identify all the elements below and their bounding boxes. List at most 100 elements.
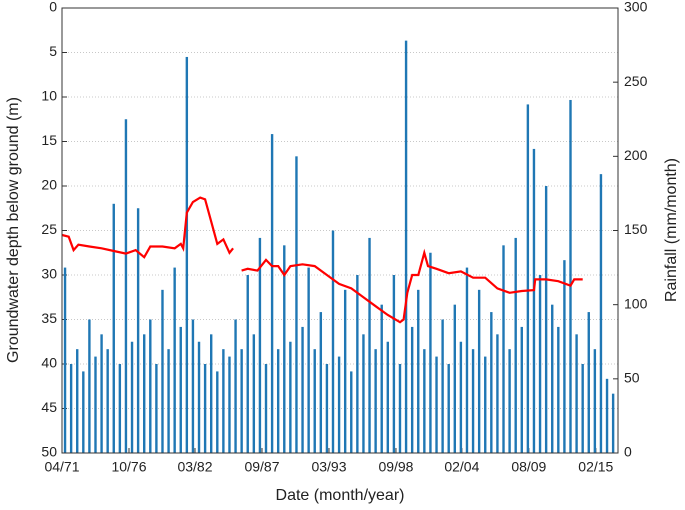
rain-bar	[557, 326, 560, 453]
rain-bar	[453, 304, 456, 453]
y-tick-label: 45	[41, 399, 57, 415]
rain-bar	[112, 203, 115, 453]
y2-tick-label: 200	[624, 147, 648, 163]
rain-bar	[337, 356, 341, 453]
y-tick-label: 40	[41, 355, 57, 371]
rain-bar	[246, 275, 249, 453]
rain-bar	[331, 230, 335, 453]
rain-bar	[520, 326, 523, 453]
rain-bar	[143, 334, 146, 453]
rain-bar	[593, 349, 597, 453]
rain-bar	[252, 334, 256, 453]
rain-bar	[124, 119, 128, 453]
x-tick-label: 09/98	[378, 459, 413, 475]
rain-bar	[173, 267, 176, 453]
rain-bar	[532, 148, 536, 453]
rain-bar	[118, 364, 122, 453]
rain-bar	[508, 349, 511, 453]
rain-bar	[502, 245, 505, 453]
rain-bar	[136, 208, 140, 453]
rain-bar	[544, 186, 548, 453]
x-tick-label: 02/15	[578, 459, 613, 475]
rain-bar	[380, 304, 383, 453]
depth-line	[61, 196, 583, 324]
rain-bar	[240, 349, 243, 453]
y-tick-label: 10	[41, 88, 57, 104]
rain-bar	[605, 378, 609, 453]
rain-bar	[191, 319, 195, 453]
rain-bar	[222, 349, 225, 453]
rain-bar	[94, 356, 97, 453]
plot-frame	[61, 7, 619, 454]
rain-bar	[514, 237, 517, 453]
rain-bar	[106, 349, 109, 453]
rain-bar	[264, 364, 268, 453]
y2-tick-label: 100	[624, 295, 648, 311]
rain-bar	[477, 289, 481, 453]
rain-bar	[435, 356, 438, 453]
rain-bar	[88, 319, 91, 453]
y2-tick-label: 250	[624, 73, 648, 89]
rain-bar	[490, 312, 493, 453]
rain-bar	[76, 349, 79, 453]
rain-bar	[563, 260, 566, 453]
rain-bar	[356, 275, 359, 453]
rain-bar	[289, 341, 292, 453]
rain-bar	[581, 364, 584, 453]
y2-tick-label: 300	[624, 0, 648, 15]
y-tick-label: 30	[41, 266, 57, 282]
x-tick-label: 04/71	[44, 459, 79, 475]
y-tick-label: 35	[41, 310, 57, 326]
rain-bar	[63, 267, 67, 453]
rain-bar	[587, 312, 590, 453]
rain-bar	[538, 275, 542, 453]
rain-bar	[69, 364, 73, 453]
y-tick-label: 0	[49, 0, 57, 15]
rain-bar	[130, 341, 134, 453]
rain-bar	[368, 237, 371, 453]
rain-bar	[258, 237, 262, 453]
rain-bar	[362, 334, 365, 453]
y-axis-title: Groundwater depth below ground (m)	[5, 97, 22, 363]
rain-bar	[210, 334, 213, 453]
x-axis-title: Date (month/year)	[276, 487, 405, 504]
rain-bar	[270, 134, 274, 454]
rain-bar	[484, 356, 487, 453]
rain-bar	[295, 156, 298, 454]
rain-bar	[301, 326, 304, 453]
rain-bar	[179, 326, 182, 453]
rain-bar	[410, 326, 414, 453]
rain-bar	[459, 341, 463, 453]
rain-bar	[325, 364, 329, 453]
rain-bar	[447, 364, 450, 453]
x-tick-label: 02/04	[444, 459, 479, 475]
y-tick-label: 20	[41, 177, 57, 193]
rain-bar	[155, 364, 158, 453]
rain-bar	[398, 364, 402, 453]
rain-bar	[526, 104, 530, 454]
rain-bar	[343, 289, 347, 453]
rain-bar	[167, 349, 170, 453]
rain-bar	[197, 341, 201, 453]
rain-bar	[417, 289, 420, 453]
rain-bar	[551, 304, 554, 453]
y-tick-label: 25	[41, 221, 57, 237]
rain-bar	[234, 319, 237, 453]
rain-bar	[471, 349, 475, 453]
y-tick-label: 50	[41, 444, 57, 460]
rain-bar	[374, 349, 377, 453]
rain-bar	[404, 40, 408, 454]
rain-bar	[386, 341, 390, 453]
rain-bar	[496, 334, 499, 453]
rain-bar	[313, 349, 316, 453]
rain-bar	[203, 364, 207, 453]
rain-bar	[149, 319, 152, 453]
x-tick-label: 03/93	[311, 459, 346, 475]
rain-bar	[216, 371, 219, 453]
x-tick-label: 08/09	[511, 459, 546, 475]
x-tick-label: 03/82	[177, 459, 212, 475]
x-tick-label: 10/76	[111, 459, 146, 475]
rain-bar	[283, 245, 286, 453]
rain-bar	[307, 267, 310, 453]
